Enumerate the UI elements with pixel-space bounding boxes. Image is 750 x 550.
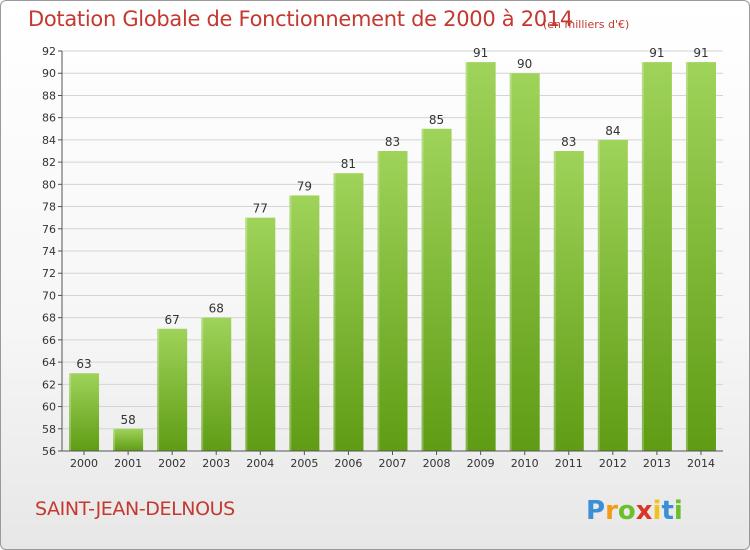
x-tick-label-2003: 2003 [202,457,230,470]
x-tick-label-2012: 2012 [599,457,627,470]
bar-2006 [333,173,364,451]
data-label-2012: 84 [605,124,620,138]
bar-2008 [421,128,452,451]
bar-highlight [333,173,336,451]
x-tick-label-2009: 2009 [467,457,495,470]
bar-2012 [597,139,628,451]
data-label-2014: 91 [693,46,708,60]
y-tick-label: 92 [42,45,56,58]
bar-2013 [641,62,672,451]
commune-name: SAINT-JEAN-DELNOUS [35,498,235,520]
data-label-2007: 83 [385,135,400,149]
bar-2003 [201,317,232,451]
data-labels: 63 58 67 68 77 79 81 83 85 91 90 83 84 91 91 [76,46,708,427]
y-tick-label: 64 [42,356,56,369]
data-label-2001: 58 [120,413,135,427]
bar-highlight [245,217,248,451]
data-label-2013: 91 [649,46,664,60]
chart-unit-note: (en milliers d'€) [543,18,630,31]
x-tick-label-2001: 2001 [114,457,142,470]
x-tick-label-2000: 2000 [70,457,98,470]
bar-highlight [597,139,600,451]
bar-2002 [157,328,188,451]
axes: 56 58 60 62 64 66 68 70 72 74 76 78 80 82 84 86 88 90 92 20… [42,45,723,470]
y-tick-label: 82 [42,156,56,169]
y-tick-label: 90 [42,67,56,80]
bar-2001 [113,428,144,451]
bar-2005 [289,195,320,451]
data-label-2009: 91 [473,46,488,60]
bar-highlight [377,151,380,451]
bar-highlight [289,195,292,451]
x-tick-label-2007: 2007 [379,457,407,470]
y-tick-label: 88 [42,89,56,102]
bar-highlight [685,62,688,451]
bar-2010 [509,73,540,451]
x-tick-label-2006: 2006 [334,457,362,470]
bar-highlight [69,373,72,451]
bar-highlight [113,428,116,451]
x-tick-label-2010: 2010 [511,457,539,470]
x-tick-label-2013: 2013 [643,457,671,470]
data-label-2006: 81 [341,157,356,171]
bar-2009 [465,62,496,451]
bar-2014 [685,62,716,451]
svg-text:Proxiti: Proxiti [586,496,683,526]
data-label-2004: 77 [253,202,268,216]
data-label-2005: 79 [297,179,312,193]
y-tick-label: 84 [42,134,56,147]
bar-highlight [201,317,204,451]
y-tick-label: 76 [42,223,56,236]
proxiti-logo: Proxiti [586,496,683,526]
y-tick-label: 78 [42,201,56,214]
bar-highlight [641,62,644,451]
x-tick-label-2014: 2014 [687,457,715,470]
bar-highlight [421,128,424,451]
data-label-2000: 63 [76,357,91,371]
bar-highlight [509,73,512,451]
y-tick-label: 58 [42,423,56,436]
y-tick-label: 80 [42,178,56,191]
data-label-2008: 85 [429,113,444,127]
data-label-2010: 90 [517,57,532,71]
bar-2007 [377,151,408,451]
x-tick-label-2008: 2008 [423,457,451,470]
bar-2011 [553,151,584,451]
x-tick-label-2011: 2011 [555,457,583,470]
bar-highlight [465,62,468,451]
bar-highlight [157,328,160,451]
bars [69,62,716,451]
bar-2004 [245,217,276,451]
data-label-2003: 68 [209,302,224,316]
x-tick-label-2005: 2005 [290,457,318,470]
chart-title: Dotation Globale de Fonctionnement de 20… [28,7,573,31]
y-tick-label: 60 [42,401,56,414]
y-tick-label: 72 [42,267,56,280]
y-tick-label: 70 [42,289,56,302]
x-tick-label-2004: 2004 [246,457,274,470]
y-tick-label: 66 [42,334,56,347]
bar-2000 [69,373,100,451]
x-tick-label-2002: 2002 [158,457,186,470]
y-tick-label: 86 [42,112,56,125]
data-label-2002: 67 [165,313,180,327]
y-tick-label: 74 [42,245,56,258]
bar-highlight [553,151,556,451]
y-tick-label: 68 [42,312,56,325]
data-label-2011: 83 [561,135,576,149]
y-tick-label: 56 [42,445,56,458]
y-tick-label: 62 [42,378,56,391]
